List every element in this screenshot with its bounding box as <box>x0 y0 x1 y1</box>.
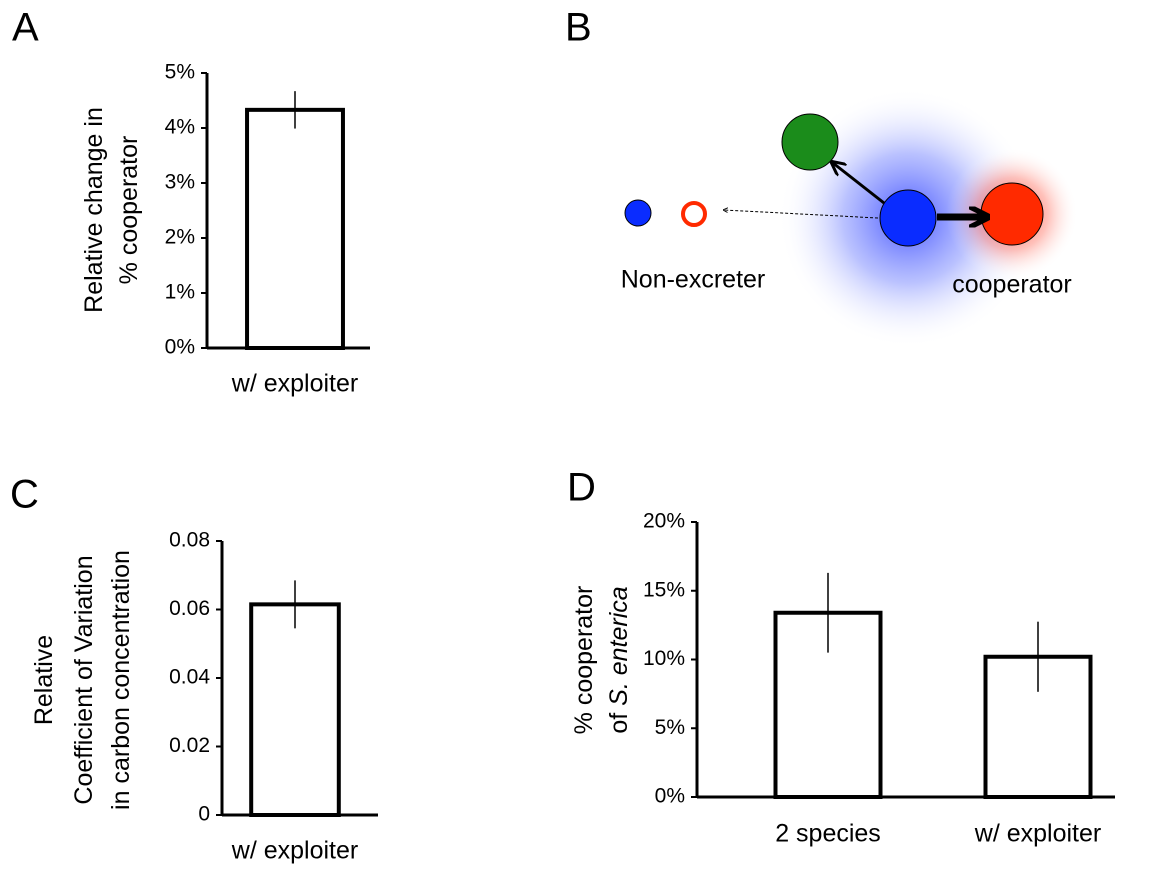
y-tick-label: 0.02 <box>169 734 210 757</box>
y-axis-label-part: Relative change in <box>80 107 108 313</box>
y-axis-label: % cooperator <box>570 586 598 735</box>
panel-label: B <box>565 6 592 50</box>
diagram: B Non-excreter cooperator <box>565 6 1078 348</box>
y-tick-label: 15% <box>643 578 685 601</box>
y-axis-label: in carbon concentration <box>107 550 135 810</box>
x-tick-label: w/ exploiter <box>231 370 358 398</box>
y-tick-label: 1% <box>165 281 195 304</box>
diagram-label: Non-excreter <box>621 266 766 294</box>
y-axis-label-part: % cooperator <box>115 136 143 285</box>
y-axis-label: % cooperator <box>115 136 143 285</box>
y-tick-label: 5% <box>165 61 195 84</box>
y-axis-label-part: % cooperator <box>570 586 598 735</box>
y-tick-label: 0% <box>165 336 195 359</box>
y-tick-label: 3% <box>165 171 195 194</box>
small-blue-cell <box>624 199 652 227</box>
y-tick-label: 0% <box>655 785 685 808</box>
y-axis-label-part: of <box>605 706 633 734</box>
y-axis-label-part: S. enterica <box>605 586 633 706</box>
y-tick-label: 0.06 <box>169 597 210 620</box>
bar <box>249 602 341 817</box>
bar <box>245 107 345 350</box>
y-axis-label: Relative <box>30 635 58 725</box>
y-tick-label: 5% <box>655 716 685 739</box>
panel-label: C <box>10 473 39 517</box>
arrow <box>833 163 885 205</box>
panel-label: D <box>567 466 596 510</box>
blue-cell <box>879 189 937 247</box>
y-tick-label: 4% <box>165 116 195 139</box>
y-axis-label-part: Relative <box>30 635 58 725</box>
x-tick-label: 2 species <box>775 820 881 848</box>
y-axis-label-part: Coefficient of Variation <box>70 555 98 804</box>
y-axis-label: Coefficient of Variation <box>70 555 98 804</box>
panel-label: A <box>12 6 39 50</box>
y-tick-label: 0 <box>198 803 210 826</box>
x-tick-label: w/ exploiter <box>974 820 1101 848</box>
y-axis-label: Relative change in <box>80 107 108 313</box>
red-cell <box>980 182 1044 246</box>
y-axis-label-part: in carbon concentration <box>107 550 135 810</box>
y-tick-label: 10% <box>643 647 685 670</box>
y-axis-label: of S. enterica <box>605 586 633 733</box>
y-tick-label: 0.08 <box>169 529 210 552</box>
y-tick-label: 0.04 <box>169 666 210 689</box>
green-cell <box>781 113 839 171</box>
y-tick-label: 20% <box>643 510 685 533</box>
x-tick-label: w/ exploiter <box>231 837 358 865</box>
diagram-label: cooperator <box>952 271 1072 299</box>
empty-red-cell <box>681 201 707 227</box>
dashed-arrow <box>724 210 879 219</box>
y-tick-label: 2% <box>165 226 195 249</box>
